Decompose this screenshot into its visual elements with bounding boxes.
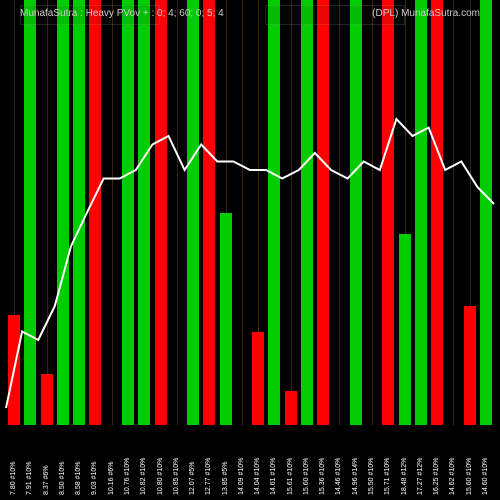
x-axis-label: 14.60 #10% xyxy=(482,458,489,495)
x-axis-label: 15.60 #10% xyxy=(466,458,473,495)
x-axis-label: 15.36 #10% xyxy=(319,458,326,495)
x-axis-label: 15.50 #10% xyxy=(368,458,375,495)
x-axis-label: 14.61 #10% xyxy=(270,458,277,495)
x-axis-label: 9.03 #10% xyxy=(91,462,98,495)
x-axis-label: 14.04 #10% xyxy=(254,458,261,495)
x-axis-label: 8.58 #10% xyxy=(75,462,82,495)
x-axis-label: 14.46 #10% xyxy=(335,458,342,495)
x-axis-label: 15.61 #10% xyxy=(287,458,294,495)
x-axis-label: 16.25 #10% xyxy=(433,458,440,495)
x-axis-label: 10.80 #10% xyxy=(157,458,164,495)
x-axis-label: 10.85 #10% xyxy=(173,458,180,495)
x-axis-label: 15.60 #10% xyxy=(303,458,310,495)
x-axis-label: 10.76 #10% xyxy=(124,458,131,495)
x-axis-label: 12.07 #5% xyxy=(189,462,196,495)
x-axis-label: 7.91 #10% xyxy=(26,462,33,495)
x-axis-label: 12.77 #10% xyxy=(205,458,212,495)
x-axis-label: 8.50 #10% xyxy=(59,462,66,495)
trend-line xyxy=(6,119,494,408)
chart-header: MunafaSutra : Heavy PVov + : 0; 4; 60; 0… xyxy=(0,8,500,19)
x-axis-label: 14.62 #10% xyxy=(449,458,456,495)
x-axis-labels: 7.80 #10% 7.91 #10% 8.37 #6% 8.50 #10% 8.58 … xyxy=(0,425,500,500)
financial-chart: MunafaSutra : Heavy PVov + : 0; 4; 60; 0… xyxy=(0,0,500,500)
x-axis-label: 15.71 #10% xyxy=(384,458,391,495)
x-axis-label: 14.09 #10% xyxy=(238,458,245,495)
x-axis-label: 10.82 #10% xyxy=(140,458,147,495)
x-axis-label: 7.80 #10% xyxy=(10,462,17,495)
x-axis-label: 13.85 #5% xyxy=(222,462,229,495)
chart-title-left: MunafaSutra : Heavy PVov + : 0; 4; 60; 0… xyxy=(20,8,224,19)
x-axis-label: 17.27 #12% xyxy=(417,458,424,495)
x-axis-label: 10.16 #6% xyxy=(108,462,115,495)
x-axis-label: 14.96 #14% xyxy=(352,458,359,495)
chart-title-right: (DPL) MunafaSutra.com xyxy=(372,8,480,19)
line-overlay xyxy=(0,0,500,425)
x-axis-label: 8.37 #6% xyxy=(43,465,50,495)
x-axis-label: 18.48 #12% xyxy=(401,458,408,495)
